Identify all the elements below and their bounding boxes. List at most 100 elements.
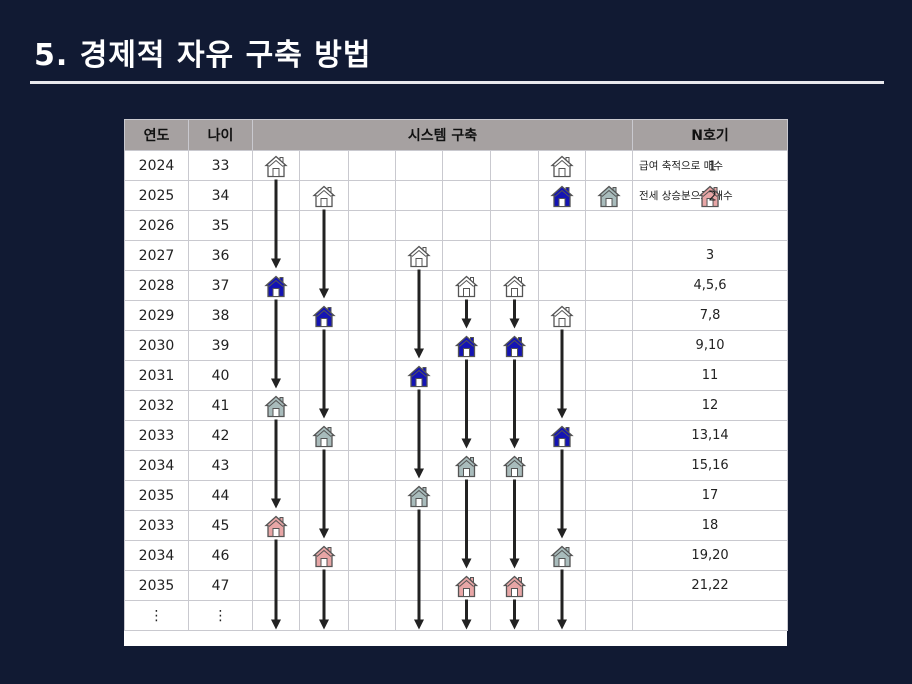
system-cell bbox=[442, 180, 491, 211]
system-cell bbox=[442, 600, 491, 631]
system-cell bbox=[490, 240, 539, 271]
system-cell bbox=[299, 180, 349, 211]
system-cell bbox=[538, 180, 586, 211]
system-cell bbox=[395, 270, 443, 301]
system-cell bbox=[538, 600, 586, 631]
system-cell bbox=[442, 420, 491, 451]
table-row: ⋮ ⋮ bbox=[124, 600, 789, 631]
system-cell bbox=[299, 390, 349, 421]
system-cell bbox=[252, 510, 300, 541]
system-cell bbox=[348, 180, 396, 211]
system-cell bbox=[299, 600, 349, 631]
system-cell bbox=[442, 330, 491, 361]
system-cell bbox=[490, 420, 539, 451]
system-cell bbox=[538, 210, 586, 241]
system-cell bbox=[584, 450, 634, 481]
n-cell: 13,14 bbox=[632, 420, 789, 451]
table-row: 2028 37 4,5,6 bbox=[124, 270, 789, 301]
system-cell bbox=[490, 540, 539, 571]
system-cell bbox=[584, 180, 634, 211]
system-cell bbox=[490, 570, 539, 601]
n-cell: 19,20 bbox=[632, 540, 789, 571]
system-cell bbox=[584, 480, 634, 511]
age-cell: 45 bbox=[188, 510, 253, 541]
system-cell bbox=[395, 360, 443, 391]
system-cell bbox=[442, 540, 491, 571]
system-cell bbox=[442, 450, 491, 481]
n-cell: 12 bbox=[632, 390, 789, 421]
system-cell bbox=[252, 450, 300, 481]
system-cell bbox=[348, 540, 396, 571]
system-cell bbox=[538, 510, 586, 541]
table-row: 2027 36 3 bbox=[124, 240, 789, 271]
age-cell: 40 bbox=[188, 360, 253, 391]
system-cell bbox=[395, 390, 443, 421]
system-cell bbox=[252, 270, 300, 301]
n-cell: 4,5,6 bbox=[632, 270, 789, 301]
age-cell: 46 bbox=[188, 540, 253, 571]
system-cell bbox=[348, 570, 396, 601]
system-cell bbox=[395, 450, 443, 481]
age-cell: 34 bbox=[188, 180, 253, 211]
year-cell: 2033 bbox=[124, 510, 189, 541]
system-cell bbox=[442, 360, 491, 391]
year-cell: 2034 bbox=[124, 540, 189, 571]
system-cell bbox=[395, 180, 443, 211]
system-cell bbox=[299, 360, 349, 391]
header-n: N호기 bbox=[632, 119, 789, 151]
age-cell: 44 bbox=[188, 480, 253, 511]
system-cell bbox=[252, 570, 300, 601]
n-cell bbox=[632, 600, 789, 631]
system-cell bbox=[584, 330, 634, 361]
system-cell bbox=[348, 210, 396, 241]
system-cell bbox=[252, 480, 300, 511]
n-cell: 18 bbox=[632, 510, 789, 541]
age-cell: 38 bbox=[188, 300, 253, 331]
system-cell bbox=[252, 150, 300, 181]
year-cell: 2024 bbox=[124, 150, 189, 181]
system-cell bbox=[348, 330, 396, 361]
system-cell bbox=[538, 360, 586, 391]
system-cell bbox=[299, 540, 349, 571]
n-cell: 17 bbox=[632, 480, 789, 511]
system-cell bbox=[395, 210, 443, 241]
year-cell: 2032 bbox=[124, 390, 189, 421]
system-cell bbox=[252, 210, 300, 241]
table-row: 2035 44 17 bbox=[124, 480, 789, 511]
slide-title: 5. 경제적 자유 구축 방법 bbox=[34, 38, 372, 73]
system-cell bbox=[299, 270, 349, 301]
system-cell bbox=[584, 510, 634, 541]
system-cell bbox=[395, 600, 443, 631]
system-cell bbox=[395, 300, 443, 331]
system-cell bbox=[584, 360, 634, 391]
system-cell bbox=[348, 450, 396, 481]
system-cell bbox=[299, 240, 349, 271]
age-cell: 37 bbox=[188, 270, 253, 301]
system-cell bbox=[348, 480, 396, 511]
table-row: 2035 47 21,22 bbox=[124, 570, 789, 601]
system-cell bbox=[395, 420, 443, 451]
year-cell: 2035 bbox=[124, 570, 189, 601]
system-cell bbox=[252, 420, 300, 451]
year-cell: 2031 bbox=[124, 360, 189, 391]
table-row: 2025 34 전세 상승분으로 매수 bbox=[124, 180, 789, 211]
system-cell bbox=[490, 180, 539, 211]
system-cell bbox=[538, 150, 586, 181]
table-row: 2033 45 18 bbox=[124, 510, 789, 541]
system-cell bbox=[490, 480, 539, 511]
table-row: 2024 33 급여 축적으로 매수 bbox=[124, 150, 789, 181]
system-cell bbox=[584, 420, 634, 451]
n-cell: 전세 상승분으로 매수 bbox=[632, 180, 789, 211]
year-cell: ⋮ bbox=[124, 600, 189, 631]
system-cell bbox=[538, 270, 586, 301]
table-header-row: 연도 나이 시스템 구축 N호기 bbox=[124, 119, 789, 151]
n-cell: 11 bbox=[632, 360, 789, 391]
system-cell bbox=[490, 450, 539, 481]
n-cell bbox=[632, 210, 789, 241]
system-cell bbox=[299, 150, 349, 181]
system-cell bbox=[490, 600, 539, 631]
system-cell bbox=[299, 210, 349, 241]
plan-table: 연도 나이 시스템 구축 N호기 2024 33 급여 축적으로 매수 2025 34 전… bbox=[124, 119, 789, 631]
age-cell: 39 bbox=[188, 330, 253, 361]
system-cell bbox=[252, 240, 300, 271]
